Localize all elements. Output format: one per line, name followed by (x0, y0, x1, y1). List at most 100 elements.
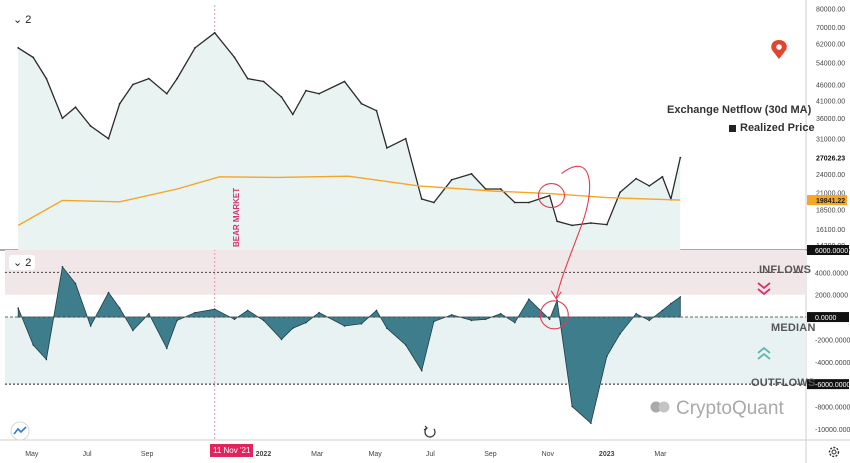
netflow-point (404, 344, 407, 346)
legend-item-realized-price: Realized Price (729, 122, 815, 134)
double-chevron-up-icon (757, 346, 771, 360)
netflow-point (132, 329, 134, 332)
price-point (89, 125, 92, 127)
top-pane-toggle-button[interactable]: ⌄ 2 (9, 12, 36, 27)
netflow-point (74, 282, 77, 285)
realized-price-tag (807, 195, 847, 206)
pin-hole (776, 44, 782, 50)
price-point (450, 178, 453, 181)
netflow-area (17, 265, 681, 424)
netflow-point (246, 309, 249, 312)
netflow-point (548, 318, 551, 321)
time-axis-label: Jul (426, 451, 435, 458)
gear-teeth (828, 446, 840, 458)
netflow-axis-label: -10000.0000 (815, 427, 850, 434)
crosshair-date-tag: 11 Nov '21 (210, 444, 254, 457)
annotation-arrow (555, 165, 591, 298)
price-axis-label: 70000.00 (816, 25, 845, 32)
price-point (375, 109, 378, 112)
price-point (165, 92, 168, 95)
legend-swatch (729, 124, 736, 132)
price-point (635, 177, 637, 180)
time-axis-label: May (369, 451, 383, 458)
time-axis-label: May (25, 451, 39, 458)
reset-head (423, 425, 428, 431)
price-axis-label: 46000.00 (816, 82, 845, 89)
time-axis-label: Sep (141, 451, 154, 458)
cryptoquant-logo-icon (650, 398, 670, 420)
price-axis-label: 62000.00 (816, 41, 845, 48)
price-point (470, 173, 473, 175)
price-point (280, 96, 283, 98)
outflows-label: OUTFLOWS (751, 377, 816, 389)
price-point (499, 188, 502, 190)
legend-title: Exchange Netflow (30d MA) (667, 104, 812, 116)
netflow-point (386, 327, 388, 330)
annotation-circle-bottom (539, 300, 569, 330)
price-point (17, 47, 20, 49)
price-axis-label: 16100.00 (816, 227, 845, 234)
median-label: MEDIAN (771, 322, 816, 334)
netflow-axis-label: 4000.0000 (815, 270, 848, 277)
price-point (246, 77, 249, 80)
bottom-pane-toggle-button[interactable]: ⌄ 2 (9, 255, 36, 270)
netflow-point (514, 321, 516, 324)
price-point (343, 80, 346, 83)
price-point (556, 220, 558, 223)
netflow-point (262, 319, 265, 322)
price-point (45, 77, 48, 80)
netflow-axis-label: 0.0000 (815, 315, 837, 322)
price-axis-label: 41000.00 (816, 98, 845, 105)
bottom-pane-count: 2 (25, 256, 32, 269)
netflow-point (484, 318, 487, 321)
netflow-point (499, 312, 502, 315)
netflow-point (590, 422, 592, 425)
netflow-point (343, 325, 346, 327)
price-point (606, 223, 608, 226)
price-axis-label-current: 27026.23 (816, 156, 845, 163)
netflow-axis-label: 2000.0000 (815, 293, 848, 300)
netflow-point (679, 296, 682, 298)
time-axis-label: Jul (83, 451, 92, 458)
price-point (648, 185, 651, 187)
netflow-point (194, 311, 196, 314)
location-pin-icon (771, 40, 787, 59)
price-point (619, 191, 621, 194)
time-axis-label: Mar (311, 451, 324, 458)
netflow-point (571, 405, 573, 408)
time-axis-label: 2022 (256, 451, 272, 458)
price-point (291, 113, 294, 116)
reset-icon (423, 425, 436, 438)
netflow-point (148, 312, 150, 315)
price-axis-label: 31000.00 (816, 137, 845, 144)
cryptoquant-logo: CryptoQuant (650, 398, 784, 420)
netflow-point (166, 347, 168, 350)
netflow-point (318, 311, 320, 314)
annotation-circle-top (537, 183, 565, 209)
netflow-point (661, 309, 664, 312)
inflows-label: INFLOWS (759, 264, 812, 276)
price-point (484, 188, 487, 190)
tv-mark (13, 426, 27, 435)
netflow-point (305, 321, 307, 324)
netflow-point (32, 344, 34, 346)
price-point (513, 201, 516, 204)
price-point (528, 201, 530, 204)
price-point (661, 175, 664, 178)
time-axis-label: Sep (484, 451, 497, 458)
realized-price-line (17, 175, 681, 227)
gear-icon (828, 446, 840, 458)
netflow-point (670, 302, 672, 305)
netflow-axis-tag (807, 312, 849, 323)
gear-hub (831, 449, 837, 455)
chevron-up-strokes (757, 346, 771, 360)
price-point (404, 137, 407, 140)
price-point (176, 77, 179, 80)
netflow-axis-label: -8000.0000 (815, 404, 850, 411)
price-point (590, 222, 592, 224)
chevron-down-icon: ⌄ (13, 14, 23, 26)
netflow-point (17, 307, 20, 309)
netflow-point (360, 323, 363, 325)
netflow-point (292, 327, 294, 330)
